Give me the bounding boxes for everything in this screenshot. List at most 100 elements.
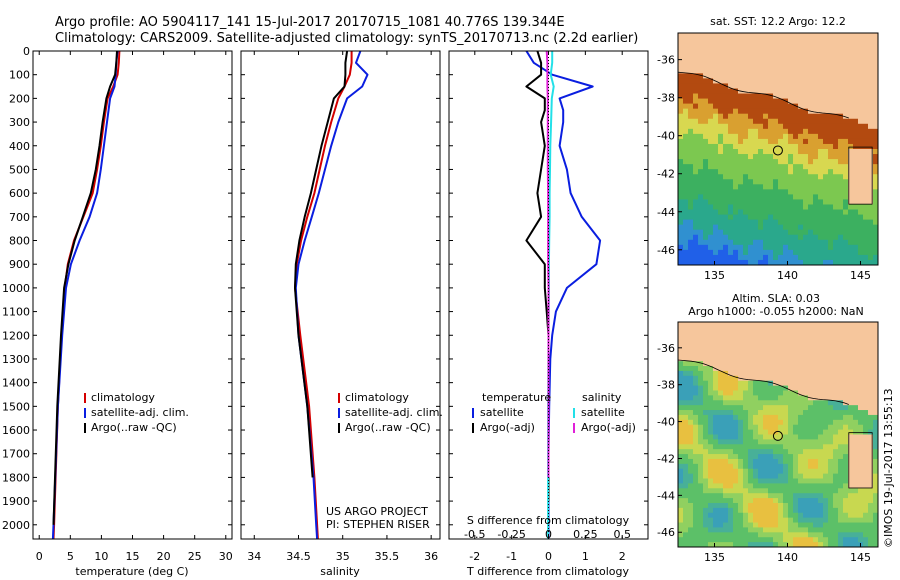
map-cell bbox=[803, 400, 809, 406]
map-cell bbox=[753, 204, 759, 211]
map-cell bbox=[708, 254, 714, 261]
map-cell bbox=[788, 259, 794, 265]
map-cell bbox=[723, 43, 729, 49]
map-cell bbox=[843, 254, 849, 261]
map-cell bbox=[823, 458, 829, 465]
x-tick-label: 5 bbox=[67, 550, 74, 563]
map-cell bbox=[733, 244, 739, 251]
map-cell bbox=[733, 113, 739, 120]
map-cell bbox=[693, 478, 699, 485]
map-cell bbox=[738, 254, 744, 261]
map-cell bbox=[858, 449, 864, 455]
map-cell bbox=[683, 58, 689, 64]
map-cell bbox=[828, 33, 834, 39]
map-cell bbox=[863, 322, 869, 328]
map-cell bbox=[748, 224, 754, 231]
map-cell bbox=[863, 424, 869, 431]
map-cell bbox=[788, 366, 794, 372]
map-cell bbox=[843, 204, 849, 211]
map-cell bbox=[828, 449, 834, 455]
map-cell bbox=[848, 138, 854, 145]
map-cell bbox=[738, 143, 744, 150]
map-cell bbox=[748, 123, 754, 130]
map-cell bbox=[873, 434, 878, 440]
map-cell bbox=[873, 326, 878, 333]
map-cell bbox=[863, 483, 869, 489]
map-cell bbox=[773, 48, 779, 54]
map-cell bbox=[798, 341, 804, 348]
map-cell bbox=[738, 410, 744, 416]
map-cell bbox=[763, 537, 769, 543]
map-cell bbox=[838, 527, 844, 533]
map-cell bbox=[768, 123, 774, 130]
map-cell bbox=[808, 154, 814, 160]
map-cell bbox=[728, 463, 734, 470]
map-cell bbox=[848, 209, 854, 216]
map-cell bbox=[868, 366, 874, 372]
map-cell bbox=[708, 214, 714, 221]
map-cell bbox=[693, 493, 699, 499]
map-cell bbox=[688, 488, 694, 494]
map-cell bbox=[693, 429, 699, 436]
map-cell bbox=[693, 356, 699, 362]
map-cell bbox=[828, 341, 834, 348]
map-cell bbox=[863, 239, 869, 246]
map-cell bbox=[748, 424, 754, 431]
map-cell bbox=[758, 249, 764, 256]
map-cell bbox=[718, 522, 724, 529]
map-cell bbox=[708, 375, 714, 382]
map-cell bbox=[778, 239, 784, 246]
map-cell bbox=[698, 184, 704, 190]
map-cell bbox=[783, 159, 789, 165]
map-cell bbox=[803, 410, 809, 416]
map-cell bbox=[868, 83, 874, 90]
map-cell bbox=[838, 48, 844, 54]
map-cell bbox=[678, 149, 684, 155]
map-cell bbox=[698, 326, 704, 333]
map-cell bbox=[748, 83, 754, 90]
map-cell bbox=[773, 458, 779, 465]
map-cell bbox=[683, 429, 689, 436]
map-cell bbox=[778, 88, 784, 95]
map-cell bbox=[703, 43, 709, 49]
map-cell bbox=[828, 370, 834, 377]
map-cell bbox=[743, 375, 749, 382]
map-cell bbox=[713, 498, 719, 504]
map-cell bbox=[813, 133, 819, 140]
map-cell bbox=[678, 214, 684, 221]
map-cell bbox=[813, 189, 819, 195]
map-cell bbox=[873, 346, 878, 352]
map-cell bbox=[738, 73, 744, 79]
map-cell bbox=[713, 239, 719, 246]
map-cell bbox=[808, 542, 814, 547]
map-cell bbox=[773, 38, 779, 44]
map-cell bbox=[698, 254, 704, 261]
map-cell bbox=[848, 351, 854, 357]
map-cell bbox=[753, 98, 759, 105]
map-cell bbox=[698, 419, 704, 426]
map-cell bbox=[753, 336, 759, 343]
map-cell bbox=[728, 128, 734, 135]
map-cell bbox=[763, 532, 769, 538]
map-cell bbox=[723, 488, 729, 494]
map-cell bbox=[783, 33, 789, 39]
map-cell bbox=[713, 434, 719, 440]
map-cell bbox=[698, 259, 704, 265]
map-cell bbox=[693, 143, 699, 150]
map-cell bbox=[718, 542, 724, 547]
map-cell bbox=[843, 154, 849, 160]
map-cell bbox=[793, 73, 799, 79]
map-cell bbox=[803, 239, 809, 246]
map-cell bbox=[703, 502, 709, 509]
map-cell bbox=[813, 194, 819, 201]
map-cell bbox=[818, 498, 824, 504]
map-cell bbox=[818, 493, 824, 499]
map-cell bbox=[708, 361, 714, 367]
map-cell bbox=[813, 537, 819, 543]
map-cell bbox=[718, 234, 724, 241]
map-cell bbox=[688, 468, 694, 475]
map-cell bbox=[833, 189, 839, 195]
map-cell bbox=[778, 128, 784, 135]
map-cell bbox=[793, 507, 799, 514]
map-cell bbox=[743, 184, 749, 190]
